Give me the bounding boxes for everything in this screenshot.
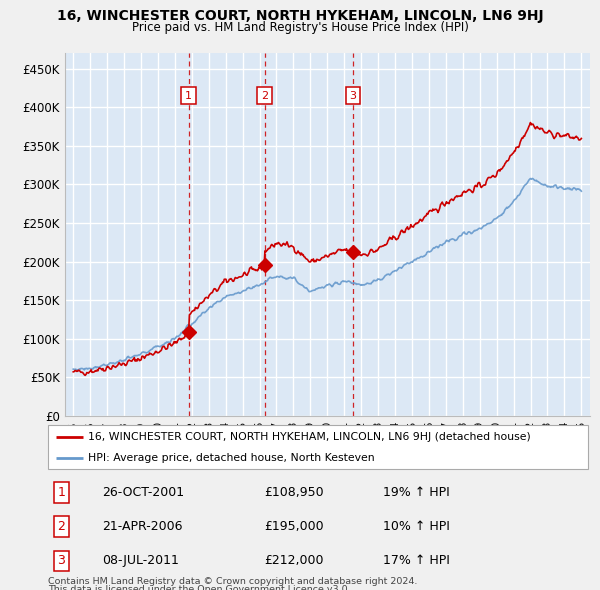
Text: 16, WINCHESTER COURT, NORTH HYKEHAM, LINCOLN, LN6 9HJ: 16, WINCHESTER COURT, NORTH HYKEHAM, LIN… bbox=[56, 9, 544, 23]
Text: £212,000: £212,000 bbox=[264, 554, 323, 568]
Text: This data is licensed under the Open Government Licence v3.0.: This data is licensed under the Open Gov… bbox=[48, 585, 350, 590]
Text: 21-APR-2006: 21-APR-2006 bbox=[102, 520, 182, 533]
Text: 2: 2 bbox=[261, 90, 268, 100]
Text: 1: 1 bbox=[58, 486, 65, 499]
Text: 16, WINCHESTER COURT, NORTH HYKEHAM, LINCOLN, LN6 9HJ (detached house): 16, WINCHESTER COURT, NORTH HYKEHAM, LIN… bbox=[89, 432, 531, 442]
Text: HPI: Average price, detached house, North Kesteven: HPI: Average price, detached house, Nort… bbox=[89, 453, 375, 463]
Text: 3: 3 bbox=[350, 90, 356, 100]
Text: £108,950: £108,950 bbox=[264, 486, 323, 499]
Text: Contains HM Land Registry data © Crown copyright and database right 2024.: Contains HM Land Registry data © Crown c… bbox=[48, 577, 418, 586]
Text: 2: 2 bbox=[58, 520, 65, 533]
Text: 3: 3 bbox=[58, 554, 65, 568]
Text: 10% ↑ HPI: 10% ↑ HPI bbox=[383, 520, 449, 533]
Text: 26-OCT-2001: 26-OCT-2001 bbox=[102, 486, 184, 499]
Text: 08-JUL-2011: 08-JUL-2011 bbox=[102, 554, 179, 568]
Text: 17% ↑ HPI: 17% ↑ HPI bbox=[383, 554, 449, 568]
Text: £195,000: £195,000 bbox=[264, 520, 323, 533]
Text: 19% ↑ HPI: 19% ↑ HPI bbox=[383, 486, 449, 499]
Text: Price paid vs. HM Land Registry's House Price Index (HPI): Price paid vs. HM Land Registry's House … bbox=[131, 21, 469, 34]
Text: 1: 1 bbox=[185, 90, 192, 100]
